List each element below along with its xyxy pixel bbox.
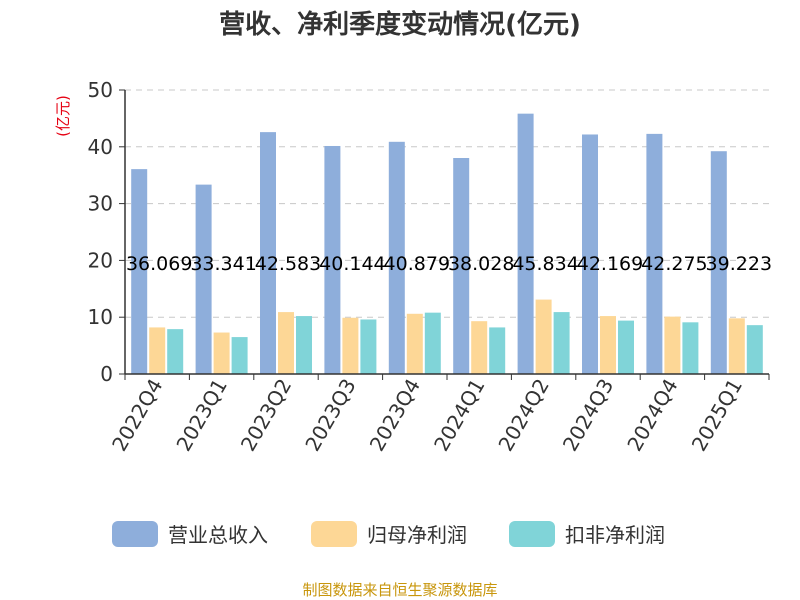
data-label: 33.341 (190, 253, 256, 275)
bar-2023Q4-series-2[interactable] (424, 312, 441, 374)
bar-2023Q1-series-0[interactable] (195, 184, 212, 374)
data-label: 36.069 (126, 253, 192, 275)
bar-2022Q4-series-0[interactable] (131, 169, 148, 374)
bar-2025Q1-series-2[interactable] (746, 325, 763, 374)
bar-2024Q1-series-0[interactable] (453, 158, 470, 374)
bar-2023Q2-series-1[interactable] (278, 312, 294, 374)
x-tick-label: 2023Q1 (171, 375, 231, 456)
data-label: 39.223 (706, 253, 772, 275)
legend-swatch (112, 521, 158, 547)
legend-item-2[interactable]: 扣非净利润 (509, 521, 665, 547)
bar-2023Q3-series-2[interactable] (360, 319, 377, 374)
bar-2024Q3-series-2[interactable] (618, 320, 634, 374)
bar-2023Q3-series-1[interactable] (342, 317, 359, 374)
x-tick-label: 2024Q1 (429, 375, 489, 456)
bar-2023Q2-series-2[interactable] (296, 316, 312, 374)
legend-swatch (311, 521, 357, 547)
legend-swatch (509, 521, 555, 547)
y-tick-label: 50 (88, 78, 113, 102)
bar-2023Q4-series-1[interactable] (406, 313, 423, 374)
y-tick-label: 0 (100, 362, 113, 386)
gridlines (125, 89, 769, 318)
y-tick-label: 30 (88, 192, 113, 216)
bar-2025Q1-series-0[interactable] (710, 151, 727, 374)
bar-2024Q1-series-1[interactable] (471, 321, 488, 374)
bar-2023Q2-series-0[interactable] (260, 132, 276, 374)
legend[interactable]: 营业总收入 归母净利润 扣非净利润 (112, 521, 665, 547)
legend-label: 归母净利润 (367, 523, 467, 547)
legend-item-0[interactable]: 营业总收入 (112, 521, 268, 547)
data-label: 40.144 (319, 253, 385, 275)
bar-2023Q4-series-0[interactable] (388, 141, 405, 374)
bar-2022Q4-series-2[interactable] (167, 329, 184, 374)
data-labels: 36.06933.34142.58340.14440.87938.02845.8… (126, 253, 772, 275)
data-label: 45.834 (512, 253, 578, 275)
y-tick-label: 10 (88, 305, 113, 329)
source-note: 制图数据来自恒生聚源数据库 (302, 581, 497, 599)
bars (131, 113, 763, 375)
y-tick-label: 20 (88, 248, 113, 272)
y-axis-unit: (亿元) (54, 95, 72, 137)
bar-2024Q2-series-1[interactable] (535, 299, 552, 374)
chart-title: 营收、净利季度变动情况(亿元) (219, 9, 581, 40)
data-label: 42.169 (577, 253, 643, 275)
bar-2024Q4-series-0[interactable] (646, 133, 663, 374)
data-label: 42.275 (641, 253, 707, 275)
legend-item-1[interactable]: 归母净利润 (311, 521, 467, 547)
x-tick-label: 2022Q4 (107, 375, 167, 456)
data-label: 38.028 (448, 253, 514, 275)
x-tick-label: 2023Q3 (300, 375, 360, 456)
bar-2023Q1-series-2[interactable] (231, 337, 248, 374)
bar-2025Q1-series-1[interactable] (728, 318, 745, 374)
legend-label: 营业总收入 (168, 523, 268, 547)
bar-2022Q4-series-1[interactable] (149, 327, 166, 374)
bar-2024Q3-series-1[interactable] (600, 316, 616, 374)
x-tick-label: 2024Q3 (558, 375, 618, 456)
bar-2024Q2-series-0[interactable] (517, 113, 534, 375)
x-tick-label: 2023Q4 (365, 375, 425, 456)
bar-2024Q2-series-2[interactable] (553, 312, 570, 374)
data-label: 40.879 (384, 253, 450, 275)
bar-2023Q1-series-1[interactable] (213, 332, 230, 374)
data-label: 42.583 (255, 253, 321, 275)
legend-label: 扣非净利润 (565, 523, 665, 547)
x-tick-label: 2023Q2 (236, 375, 296, 456)
bar-2024Q4-series-2[interactable] (682, 322, 699, 374)
bar-2024Q1-series-2[interactable] (489, 327, 506, 374)
bar-2023Q3-series-0[interactable] (324, 145, 341, 374)
x-tick-label: 2025Q1 (687, 375, 747, 456)
y-tick-label: 40 (88, 135, 113, 159)
bar-2024Q4-series-1[interactable] (664, 316, 681, 374)
x-tick-label: 2024Q2 (493, 375, 553, 456)
bar-2024Q3-series-0[interactable] (582, 134, 598, 374)
x-tick-label: 2024Q4 (622, 375, 682, 456)
